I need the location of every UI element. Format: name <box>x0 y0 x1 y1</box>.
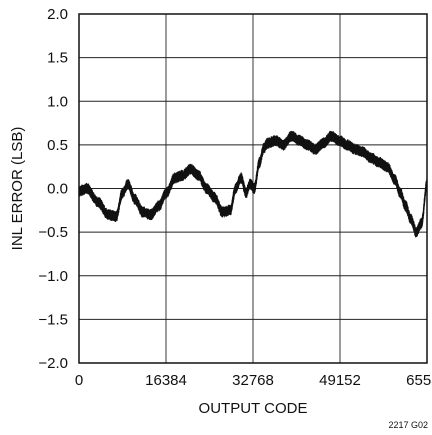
series-layer <box>78 130 428 238</box>
y-tick-label: −1.0 <box>38 268 68 285</box>
y-tick-label: 0.0 <box>47 181 68 198</box>
y-tick-label: 0.5 <box>47 137 68 154</box>
y-tick-label: 1.5 <box>47 50 68 67</box>
x-tick-label: 65536 <box>406 372 432 389</box>
y-tick-label: 2.0 <box>47 6 68 23</box>
x-tick-label: 32768 <box>232 372 274 389</box>
y-axis-label: INL ERROR (LSB) <box>9 127 26 251</box>
grid <box>79 14 427 363</box>
series-line <box>78 130 428 238</box>
x-tick-label: 0 <box>75 372 83 389</box>
x-tick-label: 16384 <box>145 372 187 389</box>
y-tick-label: −1.5 <box>38 311 68 328</box>
figure-id: 2217 G02 <box>388 420 428 430</box>
plot-frame <box>78 13 428 364</box>
x-tick-label: 49152 <box>319 372 361 389</box>
y-tick-label: 1.0 <box>47 93 68 110</box>
x-tick-labels: 0 16384 32768 49152 65536 <box>75 372 432 389</box>
y-tick-label: −0.5 <box>38 224 68 241</box>
y-tick-labels: 2.0 1.5 1.0 0.5 0.0 −0.5 −1.0 −1.5 −2.0 <box>38 6 68 372</box>
y-tick-label: −2.0 <box>38 355 68 372</box>
x-axis-label: OUTPUT CODE <box>199 400 308 417</box>
